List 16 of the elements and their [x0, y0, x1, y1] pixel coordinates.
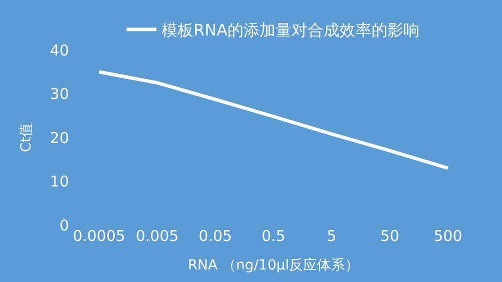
- y-tick-label: 40: [50, 41, 69, 60]
- x-tick-label: 500: [434, 227, 462, 245]
- y-tick-label: 20: [50, 128, 69, 147]
- x-tick-label: 0.005: [136, 227, 179, 245]
- y-tick-label: 10: [50, 172, 69, 190]
- x-axis-title: RNA （ng/10μl反应体系）: [188, 257, 360, 274]
- x-tick-label: 0.5: [262, 227, 286, 245]
- x-tick-label: 5: [326, 227, 336, 245]
- y-tick-label: 30: [50, 85, 69, 103]
- y-axis-title: Ct值: [18, 122, 35, 152]
- x-tick-label: 0.05: [198, 227, 232, 245]
- x-tick-label: 0.0005: [72, 227, 126, 245]
- legend-label: 模板RNA的添加量对合成效率的影响: [162, 20, 420, 40]
- line-series: [97, 70, 450, 170]
- y-tick-label: 0: [59, 216, 69, 234]
- x-tick-label: 50: [380, 227, 400, 245]
